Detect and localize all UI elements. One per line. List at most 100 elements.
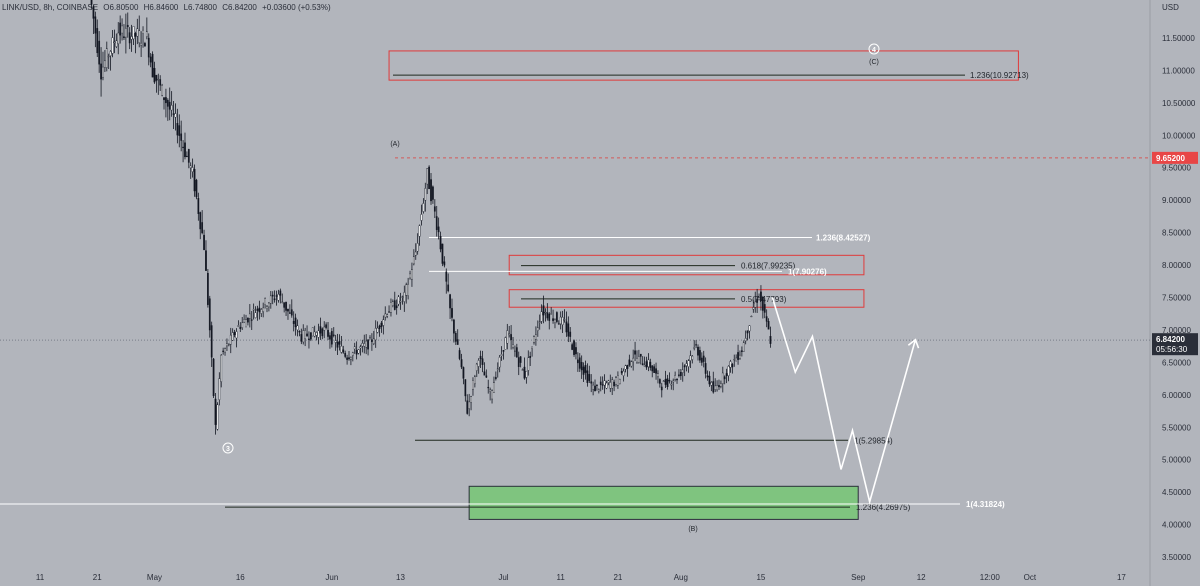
candle-down <box>741 350 743 352</box>
candle-up <box>607 380 610 383</box>
candle-up <box>237 325 240 327</box>
candle-up <box>269 295 272 304</box>
candle-up <box>376 327 379 333</box>
candle-up <box>475 363 478 371</box>
candle-down <box>256 308 259 311</box>
candle-up <box>500 354 503 356</box>
candle-up <box>550 313 553 315</box>
candle-up <box>414 251 417 256</box>
candle-down <box>165 97 167 104</box>
time-tick-label: 11 <box>36 573 45 582</box>
candle-down <box>239 326 242 330</box>
time-tick-label: Jul <box>498 573 508 582</box>
candle-up <box>268 302 270 308</box>
candle-up <box>496 368 499 370</box>
symbol-label[interactable]: LINK/USD, 8h, COINBASE <box>2 3 99 12</box>
candle-up <box>315 332 318 336</box>
candle-down <box>439 236 442 250</box>
candle-up <box>508 333 511 336</box>
fib-level-label: 1.236(8.42527) <box>816 233 871 242</box>
candle-down <box>445 271 448 282</box>
candle-up <box>506 330 509 344</box>
candle-up <box>615 377 617 385</box>
candle-up <box>140 42 142 46</box>
candle-down <box>676 378 678 381</box>
candle-up <box>302 330 305 343</box>
candle-up <box>470 396 472 403</box>
candle-up <box>252 309 255 311</box>
candle-down <box>309 332 312 340</box>
time-tick-label: 17 <box>1117 573 1126 582</box>
candle-down <box>186 155 188 158</box>
price-tick-label: 5.50000 <box>1162 423 1191 432</box>
candle-up <box>132 26 135 40</box>
candle-down <box>571 344 574 350</box>
candle-down <box>556 312 558 322</box>
candle-down <box>523 366 526 379</box>
candle-up <box>527 357 530 371</box>
candle-down <box>168 101 171 110</box>
candle-down <box>697 346 699 356</box>
candle-down <box>723 376 726 380</box>
candle-down <box>319 326 322 334</box>
time-tick-label: 12:00 <box>980 573 1001 582</box>
candle-down <box>658 379 661 384</box>
candle-up <box>374 328 377 341</box>
candle-up <box>313 331 316 337</box>
candle-up <box>365 340 368 348</box>
candle-down <box>325 324 327 328</box>
candle-up <box>605 382 608 389</box>
candle-up <box>115 40 118 47</box>
resistance-price-label: 9.65200 <box>1156 154 1185 163</box>
candle-down <box>552 318 554 321</box>
candle-down <box>163 97 165 101</box>
price-tick-label: 4.50000 <box>1162 488 1191 497</box>
candle-down <box>151 53 154 78</box>
candle-up <box>618 378 621 385</box>
candle-down <box>332 334 335 336</box>
candle-down <box>247 317 249 323</box>
candle-up <box>525 370 528 378</box>
candle-down <box>639 353 642 357</box>
candle-down <box>214 398 217 425</box>
candle-down <box>594 385 596 392</box>
price-tick-label: 4.00000 <box>1162 521 1191 530</box>
candle-down <box>435 216 438 230</box>
candle-down <box>746 330 749 334</box>
candle-up <box>386 314 389 317</box>
candle-up <box>105 48 108 68</box>
candle-down <box>149 56 152 63</box>
candle-down <box>712 381 715 393</box>
candle-down <box>250 319 253 321</box>
candle-up <box>231 332 234 341</box>
candle-down <box>737 352 739 360</box>
target-zone-4 <box>388 50 1019 81</box>
candle-down <box>147 37 150 58</box>
candle-up <box>109 51 112 56</box>
candle-down <box>395 305 398 309</box>
candle-up <box>407 284 409 296</box>
candle-down <box>195 179 198 198</box>
candle-down <box>628 359 631 366</box>
candle-down <box>487 386 490 389</box>
candle-down <box>441 243 444 264</box>
candle-up <box>748 325 751 332</box>
candle-down <box>205 250 207 271</box>
candle-up <box>323 326 326 331</box>
candle-down <box>517 357 520 367</box>
time-tick-label: 11 <box>557 573 566 582</box>
candle-down <box>279 290 282 296</box>
candle-down <box>378 325 381 329</box>
candle-down <box>626 365 629 369</box>
candle-down <box>645 361 648 368</box>
candle-up <box>170 105 173 111</box>
candle-up <box>235 331 238 339</box>
candle-down <box>695 344 697 346</box>
price-tick-label: 11.50000 <box>1162 34 1195 43</box>
candle-down <box>330 331 333 345</box>
wave-label-3-circle <box>222 442 234 454</box>
candle-down <box>155 74 158 81</box>
candle-down <box>596 384 598 386</box>
candle-down <box>557 323 560 325</box>
